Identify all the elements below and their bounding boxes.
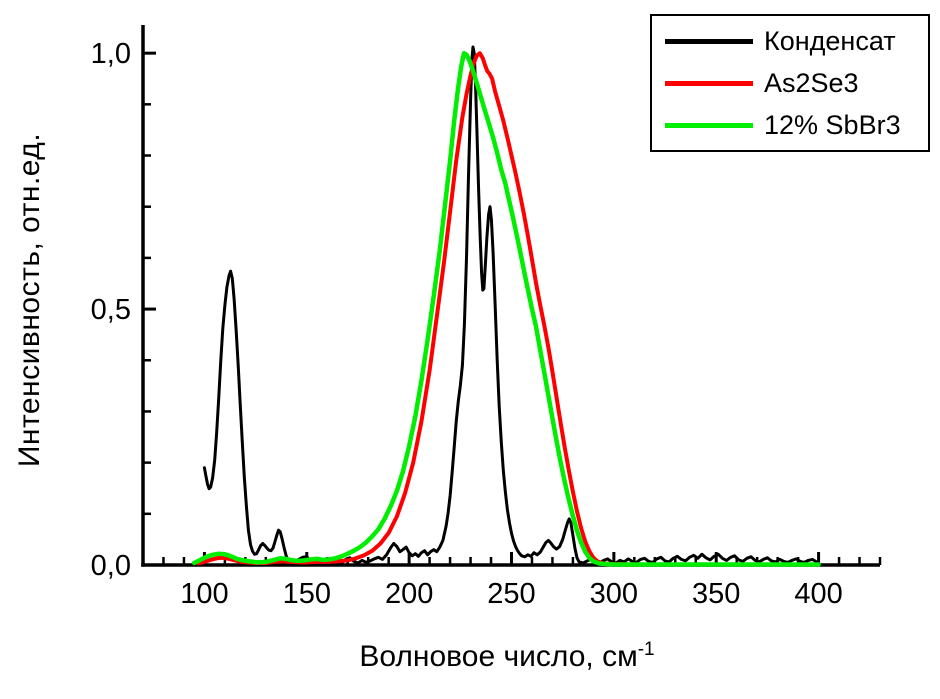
curve-kondensat	[202, 45, 821, 565]
y-tick-label: 0,5	[91, 294, 131, 326]
legend-line-green	[665, 122, 753, 128]
legend-line-red	[665, 80, 753, 86]
y-axis-title: Интенсивность, отн.ед.	[13, 133, 47, 467]
y-tick-label: 1,0	[91, 38, 131, 70]
x-tick-label: 300	[590, 578, 638, 610]
legend-label-as2se3: As2Se3	[764, 67, 859, 98]
legend-line-black	[665, 38, 753, 44]
legend-label-sbbr3: 12% SbBr3	[764, 109, 901, 140]
x-axis-title-text: Волновое число, см	[359, 640, 638, 673]
x-tick-label: 200	[385, 578, 433, 610]
x-axis-title: Волновое число, см-1	[359, 640, 654, 674]
x-tick-label: 400	[794, 578, 842, 610]
y-axis-title-text: Интенсивность, отн.ед.	[13, 132, 46, 468]
curve-sbbr3	[191, 50, 821, 567]
x-tick-label: 350	[692, 578, 740, 610]
x-tick-label: 100	[180, 578, 228, 610]
legend-item-as2se3: As2Se3	[652, 63, 928, 103]
y-tick-label: 0,0	[91, 550, 131, 582]
legend-item-sbbr3: 12% SbBr3	[652, 105, 928, 145]
legend: Конденсат As2Se3 12% SbBr3	[650, 14, 930, 152]
x-tick-label: 150	[283, 578, 331, 610]
x-axis-title-superscript: -1	[637, 639, 655, 660]
legend-label-kondensat: Конденсат	[764, 25, 896, 56]
x-tick-label: 250	[487, 578, 535, 610]
legend-item-kondensat: Конденсат	[652, 21, 928, 61]
